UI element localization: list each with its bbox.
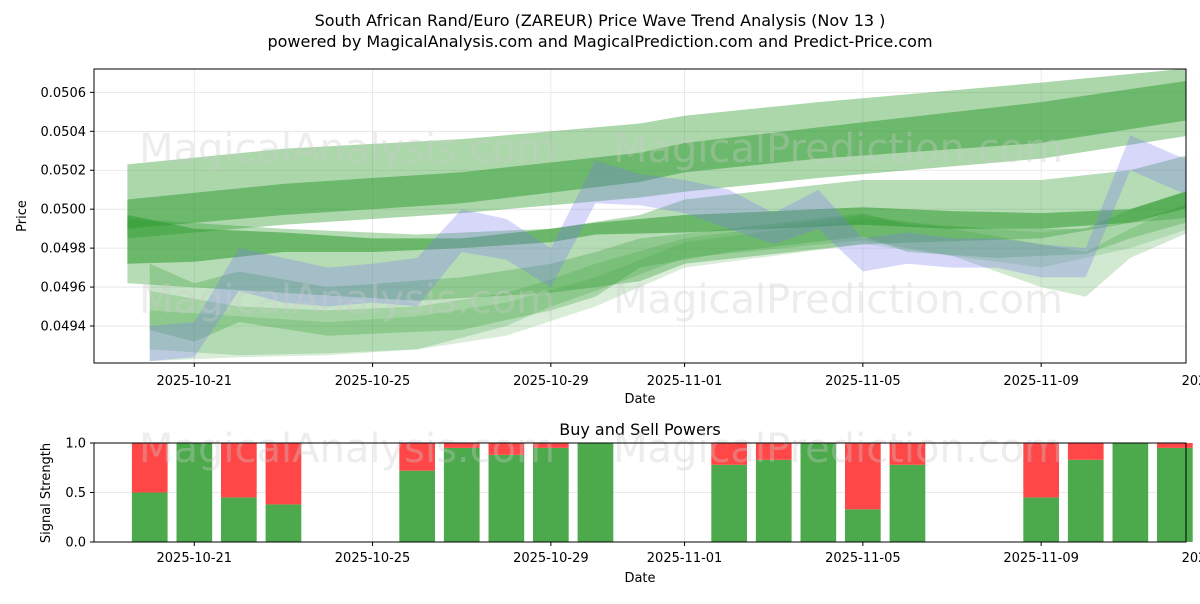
band-lower-wave-2 <box>149 204 1186 356</box>
watermark-top-right: MagicalPrediction.com <box>613 126 1063 172</box>
price-x-tick-label: 2025-10-25 <box>335 374 411 389</box>
signal-x-tick-label: 2025-10-29 <box>513 551 589 566</box>
price-y-tick-label: 0.0502 <box>41 164 87 179</box>
buy-bar <box>889 464 926 542</box>
sell-bar <box>1157 443 1193 448</box>
price-bands <box>127 69 1186 362</box>
band-upper-trend-core <box>127 81 1186 229</box>
signal-panel: Buy and Sell Powers MagicalAnalysis.com … <box>39 420 1200 586</box>
buy-bar <box>711 464 747 542</box>
signal-x-tick-label: 2025-10-21 <box>157 551 233 566</box>
sell-bar <box>711 443 747 465</box>
buy-bar <box>1067 459 1104 542</box>
signal-x-tick-label: 2025-11-01 <box>647 551 723 566</box>
signal-y-tick-label: 1.0 <box>65 437 86 452</box>
signal-bars <box>131 443 1193 542</box>
buy-bar <box>399 470 435 542</box>
price-y-tick-label: 0.0496 <box>41 281 87 296</box>
watermark-top-left: MagicalAnalysis.com <box>139 126 555 172</box>
signal-title: Buy and Sell Powers <box>559 420 721 439</box>
price-y-tick-label: 0.0498 <box>41 242 87 257</box>
price-x-axis: 2025-10-21 2025-10-25 2025-10-29 2025-11-01… <box>157 363 1200 389</box>
sell-bar <box>443 443 480 448</box>
price-x-tick-label: 2025-10-29 <box>513 374 589 389</box>
price-panel: MagicalAnalysis.com MagicalPrediction.co… <box>15 68 1200 407</box>
chart-title-line1: South African Rand/Euro (ZAREUR) Price W… <box>315 11 886 30</box>
buy-bar <box>176 443 213 542</box>
sell-bar <box>755 443 792 460</box>
signal-y-tick-label: 0.0 <box>65 536 86 551</box>
watermark-bottom-left: MagicalAnalysis.com <box>139 426 555 472</box>
signal-y-tick-label: 0.5 <box>65 486 86 501</box>
price-y-axis: 0.0494 0.0496 0.0498 0.0500 0.0502 0.0504 0.05… <box>41 86 94 335</box>
signal-y-axis-label: Signal Strength <box>39 443 54 543</box>
price-x-tick-label: 2025-11-13 <box>1182 374 1200 389</box>
sell-bar <box>533 443 569 448</box>
sell-bar <box>488 443 525 455</box>
price-x-tick-label: 2025-11-01 <box>647 374 723 389</box>
signal-x-tick-label: 2025-11-13 <box>1182 551 1200 566</box>
buy-bar <box>755 459 792 542</box>
sell-bar <box>1023 443 1059 498</box>
buy-bar <box>1157 447 1193 542</box>
sell-bar <box>889 443 926 465</box>
band-lower-wave-1 <box>149 190 1186 342</box>
price-x-tick-label: 2025-11-09 <box>1003 374 1079 389</box>
watermark-bottom-right: MagicalPrediction.com <box>613 426 1063 472</box>
band-lower-wave-3 <box>149 204 1186 362</box>
sell-bar <box>131 443 168 493</box>
watermark-mid-right: MagicalPrediction.com <box>613 277 1063 323</box>
signal-y-axis: 0.0 0.5 1.0 <box>65 437 94 551</box>
price-y-tick-label: 0.0506 <box>41 86 87 101</box>
chart-title-line2: powered by MagicalAnalysis.com and Magic… <box>267 32 932 51</box>
signal-x-axis-label: Date <box>624 571 655 586</box>
buy-bar <box>845 509 881 542</box>
watermark-mid-left: MagicalAnalysis.com <box>139 277 555 323</box>
signal-x-axis: 2025-10-21 2025-10-25 2025-10-29 2025-11-01… <box>157 542 1200 566</box>
buy-bar <box>1023 497 1059 542</box>
sell-bar <box>221 443 257 498</box>
signal-x-tick-label: 2025-10-25 <box>335 551 411 566</box>
buy-bar <box>265 504 302 542</box>
buy-bar <box>800 443 837 542</box>
price-y-tick-label: 0.0504 <box>41 125 87 140</box>
signal-x-tick-label: 2025-11-05 <box>825 551 901 566</box>
price-y-axis-label: Price <box>15 200 30 232</box>
buy-bar <box>577 443 614 542</box>
buy-bar <box>221 497 257 542</box>
price-y-tick-label: 0.0500 <box>41 203 87 218</box>
price-y-tick-label: 0.0494 <box>41 320 87 335</box>
buy-bar <box>488 454 525 542</box>
price-x-tick-label: 2025-10-21 <box>157 374 233 389</box>
price-x-tick-label: 2025-11-05 <box>825 374 901 389</box>
band-price-path <box>149 135 1186 362</box>
buy-bar <box>533 447 569 542</box>
signal-x-tick-label: 2025-11-09 <box>1003 551 1079 566</box>
price-plot-frame <box>93 68 1187 364</box>
price-x-axis-label: Date <box>624 392 655 407</box>
sell-bar <box>265 443 302 505</box>
buy-bar <box>443 447 480 542</box>
band-mid-trend-core <box>127 191 1186 264</box>
buy-bar <box>131 492 168 542</box>
sell-bar <box>845 443 881 510</box>
sell-bar <box>1067 443 1104 460</box>
sell-bar <box>399 443 435 471</box>
buy-bar <box>1112 443 1149 542</box>
